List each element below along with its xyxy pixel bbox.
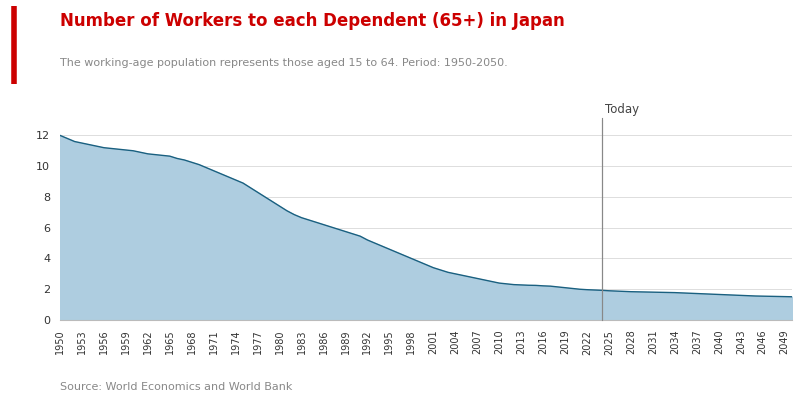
Text: Source: World Economics and World Bank: Source: World Economics and World Bank [60,382,292,392]
Text: Number of Workers to each Dependent (65+) in Japan: Number of Workers to each Dependent (65+… [60,12,565,30]
Text: The working-age population represents those aged 15 to 64. Period: 1950-2050.: The working-age population represents th… [60,58,508,68]
Text: Today: Today [605,103,639,116]
